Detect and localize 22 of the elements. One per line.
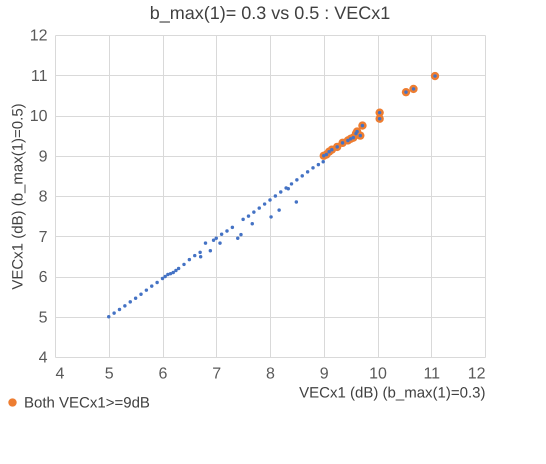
- legend-label: Both VECx1>=9dB: [24, 394, 150, 412]
- y-tick-label: 7: [38, 228, 48, 246]
- y-tick-label: 9: [38, 148, 48, 166]
- y-tick-label: 11: [30, 68, 48, 85]
- y-axis-title: VECx1 (dB) (b_max(1)=0.5): [10, 103, 27, 290]
- x-tick-label: 12: [468, 366, 486, 382]
- x-tick-label: 5: [104, 366, 114, 382]
- x-tick-label: 7: [212, 366, 222, 382]
- y-tick-label: 4: [38, 350, 48, 366]
- y-tick-label: 8: [38, 188, 48, 206]
- x-tick-label: 10: [369, 366, 387, 382]
- x-axis-title: VECx1 (dB) (b_max(1)=0.3): [299, 384, 486, 402]
- y-tick-label: 12: [30, 28, 48, 44]
- x-tick-label: 8: [266, 366, 276, 382]
- x-tick-label: 4: [56, 366, 64, 382]
- x-tick-label: 6: [158, 366, 168, 382]
- chart-title: b_max(1)= 0.3 vs 0.5 : VECx1: [150, 3, 390, 23]
- y-tick-label: 10: [30, 108, 48, 125]
- y-tick-label: 5: [38, 309, 48, 326]
- x-tick-label: 11: [423, 366, 440, 382]
- y-tick-label: 6: [38, 269, 48, 286]
- x-tick-label: 9: [320, 366, 329, 382]
